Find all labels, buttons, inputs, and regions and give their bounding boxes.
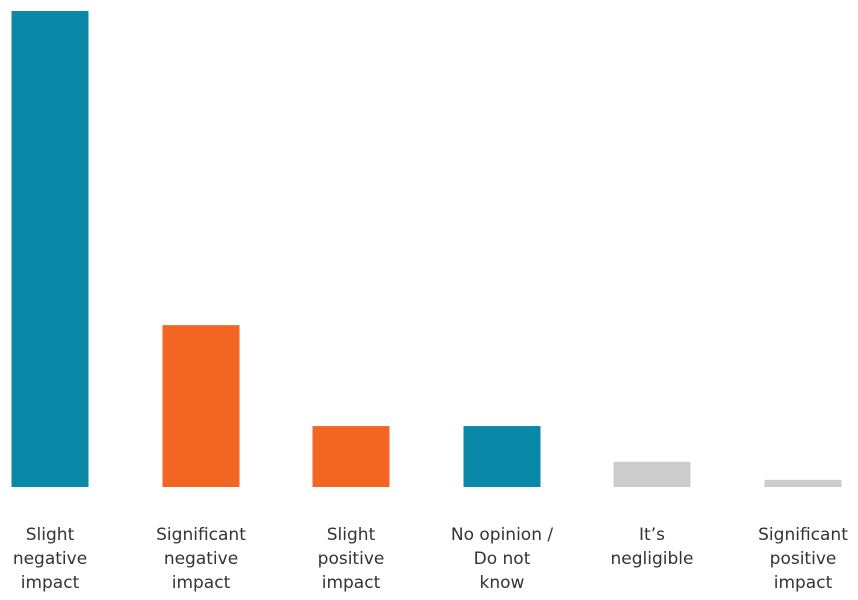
category-label-line: know — [479, 573, 525, 593]
category-label-line: Significant — [758, 525, 848, 545]
category-label-line: impact — [321, 573, 381, 593]
category-label-6: Significant positive impact — [728, 523, 858, 595]
category-label-line: No opinion / — [450, 525, 554, 545]
category-label-4: No opinion / Do not know — [427, 523, 577, 595]
category-label-line: negative — [12, 549, 88, 569]
bar-6 — [764, 479, 842, 487]
bar-1 — [11, 11, 89, 487]
category-label-line: Do not — [473, 549, 531, 569]
category-label-3: Slight positive impact — [276, 523, 426, 595]
category-label-2: Significant negative impact — [126, 523, 276, 595]
category-label-line: Slight — [326, 525, 376, 545]
category-label-line: impact — [171, 573, 231, 593]
bar-2 — [162, 325, 240, 487]
category-label-line: impact — [20, 573, 80, 593]
category-label-line: Significant — [156, 525, 246, 545]
category-label-line: Slight — [25, 525, 75, 545]
category-label-line: impact — [773, 573, 833, 593]
category-label-line: positive — [317, 549, 385, 569]
category-label-line: negligible — [610, 549, 694, 569]
category-label-line: It’s — [639, 525, 665, 545]
category-label-1: Slight negative impact — [0, 523, 125, 595]
category-label-5: It’s negligible — [577, 523, 727, 571]
bar-chart — [11, 11, 842, 487]
bar-5 — [613, 461, 691, 487]
category-label-line: positive — [769, 549, 837, 569]
bar-3 — [312, 426, 390, 487]
bar-4 — [463, 426, 541, 487]
category-label-line: negative — [163, 549, 239, 569]
